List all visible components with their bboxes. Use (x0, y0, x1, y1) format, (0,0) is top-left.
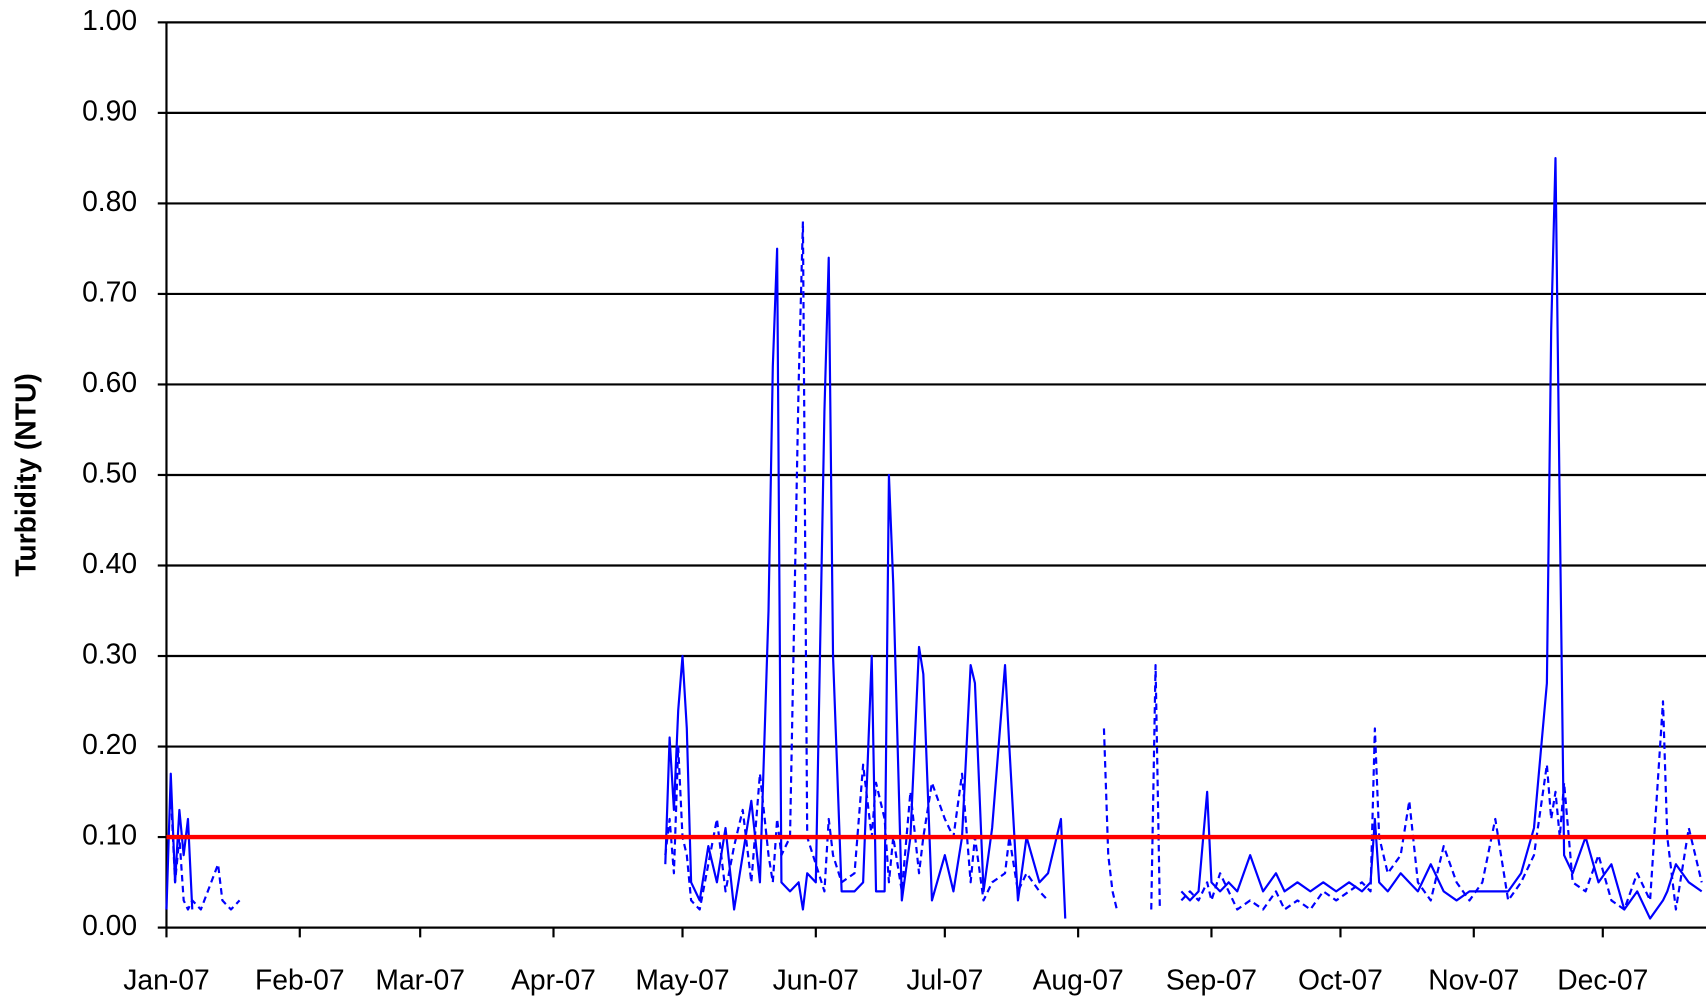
x-tick-label: Aug-07 (1033, 963, 1124, 995)
x-tick-label: May-07 (635, 963, 729, 995)
y-tick-label: 0.10 (82, 819, 137, 851)
x-tick-label: Jan-07 (123, 963, 209, 995)
x-tick-label: Sep-07 (1166, 963, 1257, 995)
y-tick-label: 0.50 (82, 456, 137, 488)
y-tick-label: 0.30 (82, 637, 137, 669)
x-tick-label: Dec-07 (1557, 963, 1648, 995)
data-line (169, 220, 1703, 911)
x-tick-label: Feb-07 (255, 963, 345, 995)
y-tick-label: 0.00 (82, 909, 137, 941)
y-tick-label: 0.20 (82, 728, 137, 760)
y-tick-label: 0.40 (82, 547, 137, 579)
x-tick-label: Jul-07 (906, 963, 983, 995)
y-tick-label: 0.80 (82, 185, 137, 217)
x-tick-label: Oct-07 (1298, 963, 1383, 995)
x-tick-label: Mar-07 (375, 963, 465, 995)
x-tick-label: Jun-07 (773, 963, 859, 995)
x-tick-label: Nov-07 (1428, 963, 1519, 995)
y-tick-label: 0.70 (82, 275, 137, 307)
data-line (165, 157, 1703, 920)
y-tick-label: 1.00 (82, 4, 137, 36)
y-axis-title: Turbidity (NTU) (10, 373, 42, 577)
y-tick-label: 0.60 (82, 366, 137, 398)
y-tick-label: 0.90 (82, 94, 137, 126)
x-tick-label: Apr-07 (511, 963, 596, 995)
